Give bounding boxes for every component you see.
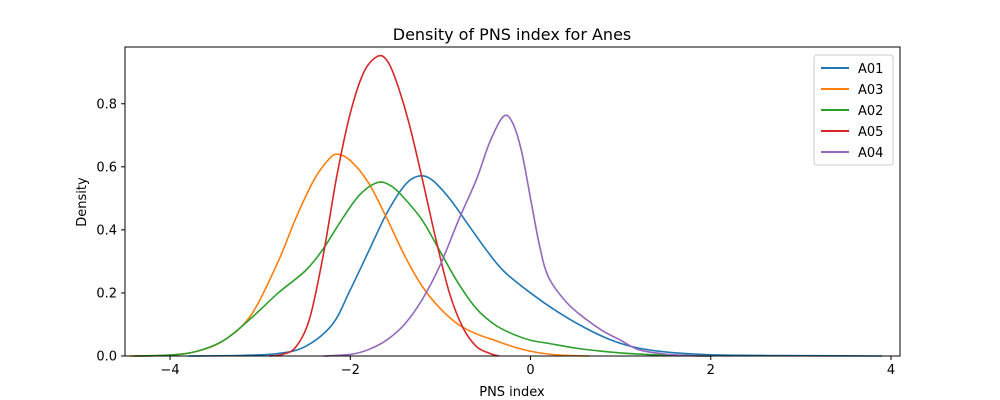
x-axis: −4 −2 0 2 4: [160, 356, 895, 378]
legend-box: [813, 54, 894, 166]
x-tick-label: 2: [707, 363, 715, 378]
legend: A01 A03 A02 A05 A04: [813, 54, 894, 166]
series-line-a04: [323, 114, 711, 357]
y-axis: 0.0 0.2 0.4 0.6 0.8: [96, 97, 125, 365]
series-line-a01: [188, 175, 882, 357]
legend-label-a04: A04: [858, 146, 883, 161]
series-line-a05: [269, 54, 500, 357]
legend-label-a03: A03: [858, 83, 883, 98]
series-line-a02: [133, 181, 711, 357]
y-tick-label: 0.2: [96, 286, 117, 301]
x-tick-label: −2: [341, 363, 360, 378]
y-tick-label: 0.8: [96, 97, 117, 112]
y-tick-label: 0.0: [96, 350, 117, 365]
y-axis-label: Density: [75, 177, 90, 227]
chart-title: Density of PNS index for Anes: [393, 25, 632, 44]
plot-frame: [124, 46, 901, 357]
x-axis-label: PNS index: [479, 385, 545, 400]
legend-label-a01: A01: [858, 62, 883, 77]
y-tick-label: 0.4: [96, 223, 117, 238]
series-line-a03: [129, 153, 590, 357]
legend-label-a05: A05: [858, 125, 883, 140]
y-tick-label: 0.6: [96, 160, 117, 175]
legend-label-a02: A02: [858, 104, 883, 119]
series-layer: [129, 54, 882, 357]
x-tick-label: 4: [887, 363, 895, 378]
x-tick-label: 0: [526, 363, 534, 378]
x-tick-label: −4: [160, 363, 179, 378]
